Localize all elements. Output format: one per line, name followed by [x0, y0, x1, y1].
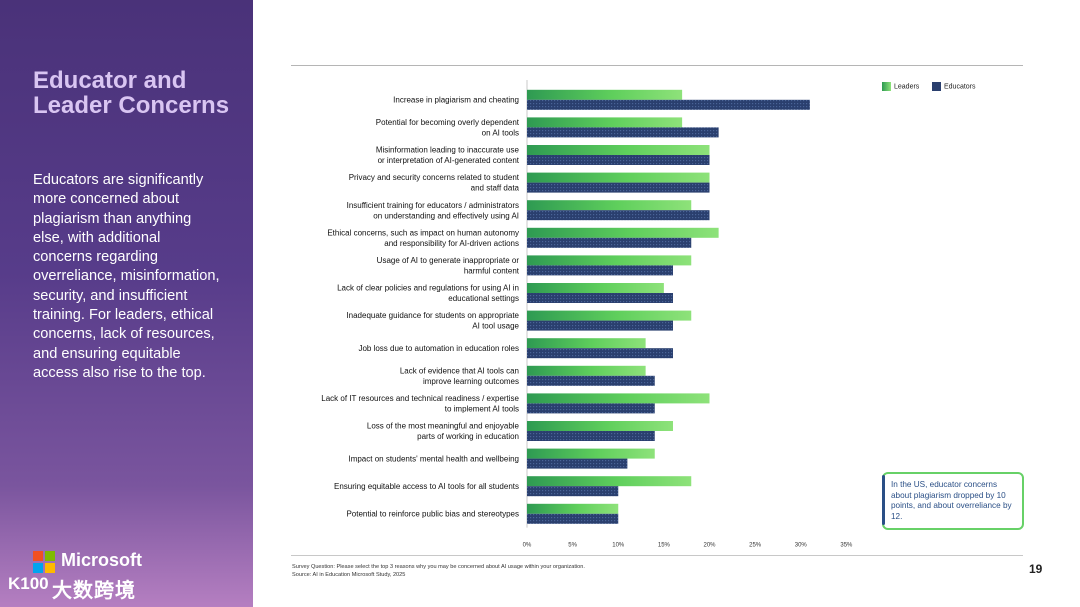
category-label: Potential for becoming overly dependent — [376, 118, 520, 127]
callout-accent — [882, 475, 885, 525]
category-label: Usage of AI to generate inappropriate or — [377, 256, 520, 265]
category-label: Loss of the most meaningful and enjoyabl… — [367, 422, 520, 431]
bar-educators — [527, 513, 619, 524]
category-label: and staff data — [471, 184, 520, 193]
x-tick-label: 30% — [795, 543, 808, 549]
category-label: Ensuring equitable access to AI tools fo… — [334, 482, 519, 491]
source-note: Source: AI in Education Microsoft Study,… — [292, 572, 406, 578]
sidebar: Educator and Leader Concerns Educators a… — [0, 0, 253, 607]
bar-educators — [527, 155, 710, 165]
category-label: harmful content — [464, 266, 520, 275]
bar-educators — [527, 320, 673, 331]
bar-educators — [527, 265, 673, 276]
x-tick-label: 10% — [612, 543, 625, 549]
category-label: on AI tools — [482, 128, 519, 137]
x-tick-label: 15% — [658, 543, 671, 549]
microsoft-logo-text: Microsoft — [61, 550, 142, 570]
bar-leaders — [527, 310, 692, 321]
bar-leaders — [527, 117, 683, 128]
bar-leaders — [527, 255, 692, 266]
category-label: Insufficient training for educators / ad… — [347, 201, 519, 210]
bar-educators — [527, 403, 655, 414]
category-label: parts of working in education — [417, 432, 519, 441]
category-label: Inadequate guidance for students on appr… — [346, 311, 519, 320]
category-label: educational settings — [448, 294, 519, 303]
legend-educators-swatch — [932, 82, 941, 91]
category-label: improve learning outcomes — [423, 377, 519, 386]
bar-educators — [527, 99, 810, 110]
bar-leaders — [527, 448, 655, 459]
x-tick-label: 5% — [568, 543, 577, 549]
bar-educators — [527, 293, 673, 303]
bar-educators — [527, 237, 692, 248]
watermark-logo-icon: K100 — [8, 574, 49, 593]
top-divider — [291, 65, 1023, 66]
bar-educators — [527, 486, 619, 497]
bar-leaders — [527, 283, 664, 293]
category-label: AI tool usage — [472, 322, 519, 331]
legend-leaders-label: Leaders — [894, 83, 920, 91]
survey-question: Survey Question: Please select the top 3… — [292, 564, 585, 570]
legend-educators-label: Educators — [944, 83, 976, 91]
bar-chart: 0% 5% 10% 15% 20% 25% 30% 35% Increase in plagi… — [321, 80, 853, 549]
category-label: Misinformation leading to inaccurate use — [376, 146, 520, 155]
bar-educators — [527, 210, 710, 221]
x-tick-label: 35% — [840, 543, 853, 549]
bar-educators — [527, 375, 655, 386]
bar-educators — [527, 458, 628, 469]
category-label: Privacy and security concerns related to… — [349, 173, 520, 182]
category-label: Potential to reinforce public bias and s… — [346, 510, 519, 519]
summary-text: Educators are significantly more concern… — [33, 172, 220, 381]
category-label: and responsibility for AI-driven actions — [384, 239, 519, 248]
bar-educators — [527, 127, 719, 138]
bar-leaders — [527, 172, 710, 183]
callout-box: In the US, educator concerns about plagi… — [882, 472, 1024, 530]
category-label: Increase in plagiarism and cheating — [393, 96, 519, 105]
bar-educators — [527, 182, 710, 193]
watermark-text: 大数跨境 — [52, 580, 136, 602]
bar-leaders — [527, 338, 646, 349]
bar-educators — [527, 348, 673, 359]
category-label: or interpretation of AI-generated conten… — [378, 156, 520, 165]
legend-leaders: Leaders — [882, 82, 919, 91]
x-tick-label: 0% — [523, 543, 532, 549]
bar-leaders — [527, 227, 719, 238]
bar-leaders — [527, 89, 683, 100]
footnote: Survey Question: Please select the top 3… — [292, 563, 585, 579]
category-label: Impact on students' mental health and we… — [348, 454, 519, 463]
bar-leaders — [527, 421, 673, 431]
legend-educators: Educators — [932, 82, 976, 91]
microsoft-logo-icon — [33, 551, 55, 573]
category-label: Lack of clear policies and regulations f… — [337, 284, 519, 293]
bar-educators — [527, 431, 655, 441]
category-label: Lack of evidence that AI tools can — [400, 366, 519, 375]
bar-leaders — [527, 365, 646, 376]
x-tick-label: 20% — [703, 543, 716, 549]
bar-leaders — [527, 503, 619, 514]
page-number: 19 — [1029, 562, 1043, 576]
category-label: Ethical concerns, such as impact on huma… — [327, 228, 519, 237]
category-label: Job loss due to automation in education … — [358, 344, 519, 353]
category-label: Lack of IT resources and technical readi… — [321, 394, 519, 403]
bar-leaders — [527, 200, 692, 211]
bar-leaders — [527, 393, 710, 404]
bar-leaders — [527, 476, 692, 487]
bar-leaders — [527, 145, 710, 155]
category-label: on understanding and effectively using A… — [373, 211, 519, 220]
page-title: Educator and Leader Concerns — [33, 67, 230, 119]
bottom-divider — [291, 555, 1023, 556]
category-label: to implement AI tools — [445, 404, 519, 413]
legend-leaders-swatch — [882, 82, 891, 91]
x-tick-label: 25% — [749, 543, 762, 549]
